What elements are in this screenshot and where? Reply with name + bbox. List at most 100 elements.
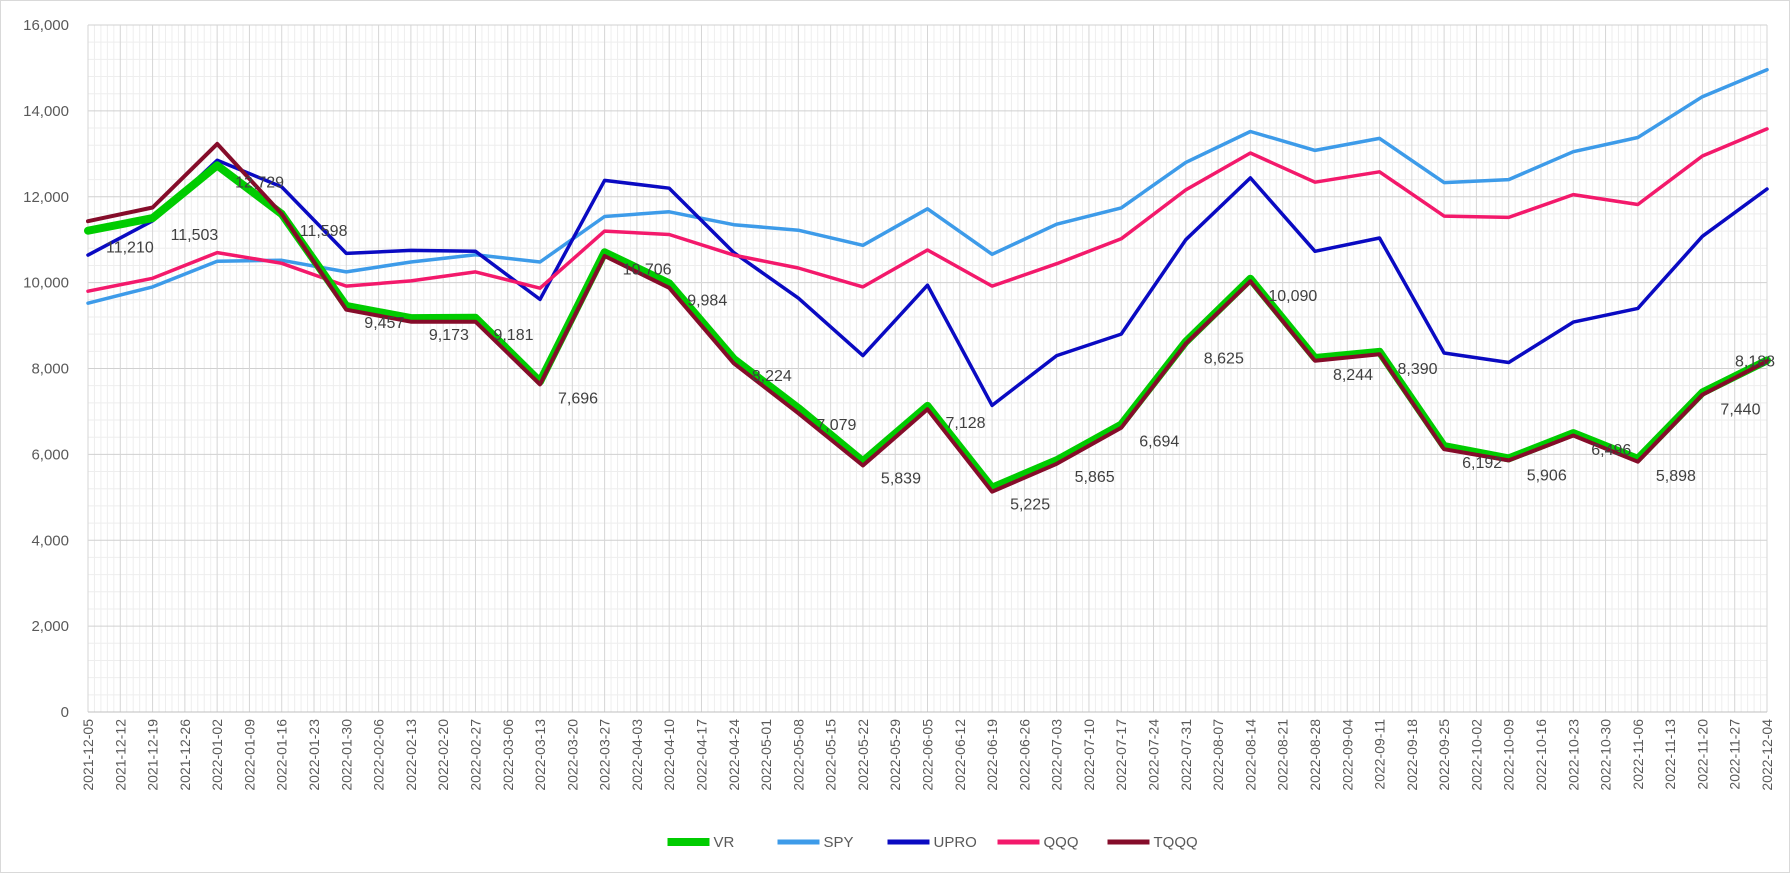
x-tick-label: 2022-01-02 [209,719,225,791]
legend-item-tqqq: TQQQ [1107,834,1198,851]
data-label: 9,984 [687,292,727,309]
x-tick-label: 2022-10-16 [1533,719,1549,791]
data-label: 8,188 [1735,353,1775,370]
x-tick-label: 2022-11-06 [1630,719,1646,790]
x-tick-label: 2022-09-11 [1372,719,1388,790]
y-tick-label: 8,000 [31,361,69,378]
x-tick-label: 2022-04-10 [661,719,677,791]
legend-label: QQQ [1044,834,1079,851]
series-line-vr [84,161,1771,492]
data-label: 10,706 [623,261,672,278]
x-tick-label: 2022-07-31 [1178,719,1194,791]
x-tick-label: 2022-07-10 [1081,719,1097,791]
legend-item-upro: UPRO [887,834,977,851]
x-tick-label: 2022-05-22 [855,719,871,791]
x-tick-label: 2022-06-26 [1016,719,1032,791]
x-tick-label: 2021-12-19 [145,719,161,791]
x-tick-label: 2022-03-27 [597,719,613,791]
y-tick-label: 2,000 [31,618,69,635]
x-tick-label: 2022-01-09 [241,719,257,791]
x-axis: 2021-12-05 2021-12-12 2021-12-19 2021-12-26… [80,719,1775,791]
data-label: 11,503 [171,227,219,244]
x-tick-label: 2022-05-15 [823,719,839,791]
x-tick-label: 2022-10-23 [1565,719,1581,791]
data-label: 7,696 [558,391,598,408]
legend-item-qqq: QQQ [997,834,1079,851]
data-label: 10,090 [1268,288,1317,305]
data-label: 11,210 [106,240,154,257]
x-tick-label: 2022-05-29 [887,719,903,791]
data-label: 6,496 [1591,442,1631,459]
x-tick-label: 2022-04-03 [629,719,645,791]
data-labels: 11,210 11,503 12,729 11,598 9,457 9,173 9,181 7… [106,174,1775,513]
x-tick-label: 2022-08-28 [1307,719,1323,791]
y-tick-label: 16,000 [23,17,69,34]
data-label: 11,598 [300,223,348,240]
legend-label: VR [714,834,735,851]
x-tick-label: 2022-07-17 [1113,719,1129,791]
x-tick-label: 2021-12-26 [177,719,193,791]
x-tick-label: 2022-04-24 [726,719,742,791]
x-tick-label: 2022-02-20 [435,719,451,791]
series-line-spy [86,67,1769,305]
x-tick-label: 2021-12-12 [112,719,128,791]
data-label: 8,390 [1398,361,1438,378]
x-tick-label: 2022-09-04 [1339,719,1355,791]
x-tick-label: 2022-07-03 [1049,719,1065,791]
x-tick-label: 2022-06-19 [984,719,1000,791]
data-label: 7,128 [946,415,986,432]
legend-item-vr: VR [667,834,735,851]
x-tick-label: 2022-09-18 [1404,719,1420,791]
x-tick-label: 2022-08-07 [1210,719,1226,791]
x-tick-label: 2022-01-16 [274,719,290,791]
x-tick-label: 2022-09-25 [1436,719,1452,791]
data-label: 6,192 [1462,455,1502,472]
series-lines [84,67,1771,494]
y-tick-label: 12,000 [23,189,69,206]
data-label: 6,694 [1139,434,1179,451]
data-label: 5,839 [881,470,921,487]
data-label: 8,244 [1333,367,1373,384]
x-tick-label: 2022-06-05 [920,719,936,791]
x-tick-label: 2022-03-06 [500,719,516,791]
data-label: 5,865 [1075,469,1115,486]
x-tick-label: 2022-07-24 [1146,719,1162,791]
series-line-upro [86,158,1769,408]
x-tick-label: 2022-10-30 [1598,719,1614,791]
legend-label: UPRO [934,834,977,851]
data-label: 9,181 [493,327,533,344]
x-tick-label: 2022-11-20 [1694,719,1710,790]
x-tick-label: 2022-03-20 [564,719,580,791]
x-tick-label: 2022-08-21 [1275,719,1291,791]
series-line-qqq [86,127,1769,293]
x-tick-label: 2022-11-13 [1662,719,1678,790]
x-tick-label: 2022-01-23 [306,719,322,791]
x-tick-label: 2022-06-12 [952,719,968,791]
data-label: 8,224 [752,368,792,385]
data-label: 9,457 [364,315,404,332]
y-axis: 0 2,000 4,000 6,000 8,000 10,000 12,000 14,000 1… [23,17,69,721]
data-label: 5,898 [1656,468,1696,485]
data-label: 8,625 [1204,351,1244,368]
x-tick-label: 2022-02-13 [403,719,419,791]
y-tick-label: 6,000 [31,446,69,463]
data-label: 7,440 [1720,402,1760,419]
data-label: 12,729 [235,174,284,191]
x-tick-label: 2022-05-08 [790,719,806,791]
data-label: 7,079 [816,417,856,434]
y-tick-label: 0 [61,704,69,721]
x-tick-label: 2022-03-13 [532,719,548,791]
x-tick-label: 2022-11-27 [1727,719,1743,790]
x-tick-label: 2022-02-06 [371,719,387,791]
x-tick-label: 2022-10-02 [1468,719,1484,791]
y-tick-label: 10,000 [23,275,69,292]
data-label: 5,225 [1010,497,1050,514]
legend-item-spy: SPY [777,834,854,851]
x-tick-label: 2021-12-05 [80,719,96,791]
legend: VR SPY UPRO QQQ TQQQ [667,834,1198,851]
data-label: 5,906 [1527,467,1567,484]
x-tick-label: 2022-12-04 [1759,719,1775,791]
x-tick-label: 2022-02-27 [467,719,483,791]
series-line-tqqq [86,141,1769,494]
